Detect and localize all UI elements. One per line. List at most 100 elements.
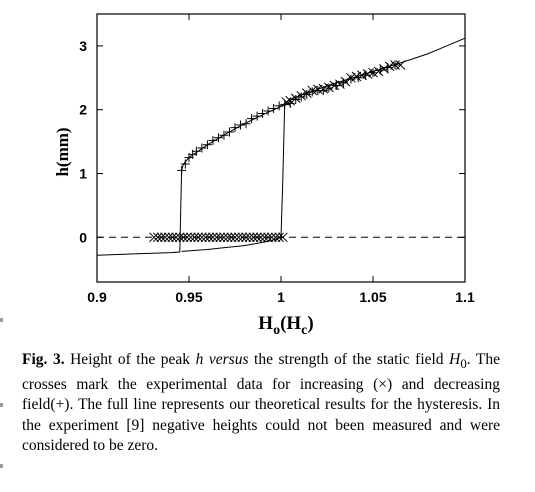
y-tick-label: 0 [79,229,87,245]
plus-marker-decreasing [285,98,295,108]
plus-marker-decreasing [375,65,385,75]
y-ticks: 0 1 2 3 [79,38,465,245]
margin-mark [0,318,3,322]
cross-marker-increasing [233,232,244,243]
plus-marker-decreasing [230,123,240,133]
plus-marker-decreasing [247,114,257,124]
cross-marker-increasing [178,232,189,243]
cross-marker-increasing [255,232,266,243]
x-tick-label: 1 [277,289,285,305]
cross-marker-increasing [171,232,181,243]
cross-marker-increasing [384,61,395,72]
cross-marker-increasing [277,232,288,243]
plus-marker-decreasing [307,87,317,97]
cross-marker-increasing [193,232,204,243]
plus-marker-decreasing [252,111,262,121]
plus-marker-decreasing [353,73,363,83]
margin-mark [0,403,3,407]
cross-marker-increasing [197,232,207,243]
caption-text-4: . The crosses mark the experimental data… [22,351,500,455]
plus-marker-decreasing [197,143,207,153]
cross-marker-increasing [241,232,251,243]
caption-variable-h: h [195,351,204,368]
plus-marker-decreasing [219,130,229,140]
plus-marker-decreasing [318,86,328,96]
cross-marker-increasing [222,232,233,243]
plus-marker-decreasing [224,127,234,137]
caption-field-subscript: 0 [460,356,467,372]
cross-marker-increasing [237,232,248,243]
cross-marker-increasing [204,232,215,243]
cross-marker-increasing [230,232,240,243]
x-axis-label-unit: H [286,313,301,334]
cross-marker-increasing [252,232,262,243]
plus-marker-decreasing [213,133,223,143]
plus-marker-decreasing [274,101,284,111]
cross-marker-increasing [167,232,178,243]
x-axis-label-unit-sub: c [301,323,307,338]
x-axis-label-main: H [258,313,273,334]
plus-marker-decreasing [302,89,312,99]
plus-marker-decreasing [191,146,201,156]
x-axis-label: Ho(Hc) [258,313,313,338]
x-axis-label-close: ) [307,313,313,334]
plus-marker-decreasing [177,165,187,175]
plus-marker-decreasing [263,106,273,116]
caption-field-symbol: H [449,351,461,368]
cross-marker-increasing [208,232,218,243]
cross-marker-increasing [259,232,270,243]
plus-marker-decreasing [236,120,246,130]
cross-marker-increasing [373,66,384,77]
plus-marker-decreasing [383,63,393,73]
cross-marker-increasing [274,232,285,243]
x-tick-label: 0.95 [175,289,202,305]
plus-marker-decreasing [280,100,290,110]
cross-marker-increasing [215,232,226,243]
x-axis-label-open: ( [280,313,286,334]
y-axis-label: h(mm) [53,127,72,176]
plus-marker-decreasing [339,78,349,88]
cross-marker-increasing [335,79,345,90]
cross-marker-increasing [226,232,237,243]
plus-marker-decreasing [368,68,378,78]
theory-curve [181,103,286,252]
cross-marker-increasing [160,232,170,243]
cross-marker-increasing [248,232,259,243]
cross-marker-increasing [379,64,389,74]
cross-marker-increasing [152,232,163,243]
cross-marker-increasing [182,232,193,243]
plus-marker-decreasing [296,92,306,102]
plot-area [96,37,466,256]
cross-marker-increasing [270,232,281,243]
cross-marker-increasing [185,232,196,243]
cross-marker-increasing [219,232,229,243]
cross-marker-increasing [174,232,185,243]
caption-text-1: Height of the peak [64,351,196,368]
plus-marker-decreasing [258,109,268,119]
plus-marker-decreasing [269,103,279,113]
cross-marker-increasing [263,232,273,243]
cross-marker-increasing [266,232,277,243]
cross-marker-increasing [362,69,373,79]
x-tick-label: 0.9 [87,289,107,305]
plus-marker-decreasing [208,135,218,145]
y-tick-label: 2 [79,102,87,118]
cross-marker-increasing [200,232,211,243]
x-axis-label-sub: o [273,323,280,338]
cross-marker-increasing [395,60,406,70]
caption-text-3: the strength of the static field [248,351,450,368]
cross-marker-increasing [163,232,174,243]
figure-caption: Fig. 3. Height of the peak h versus the … [22,350,500,457]
cross-marker-increasing [244,232,255,243]
y-tick-label: 1 [79,166,87,182]
cross-marker-increasing [281,97,292,107]
plus-marker-decreasing [361,70,371,80]
plus-marker-decreasing [331,80,341,90]
plus-marker-decreasing [324,83,334,93]
plus-marker-decreasing [291,95,301,105]
x-tick-label: 1.05 [359,289,386,305]
plus-marker-decreasing [180,159,190,169]
plus-marker-decreasing [202,140,212,150]
caption-label: Fig. 3. [22,351,65,368]
